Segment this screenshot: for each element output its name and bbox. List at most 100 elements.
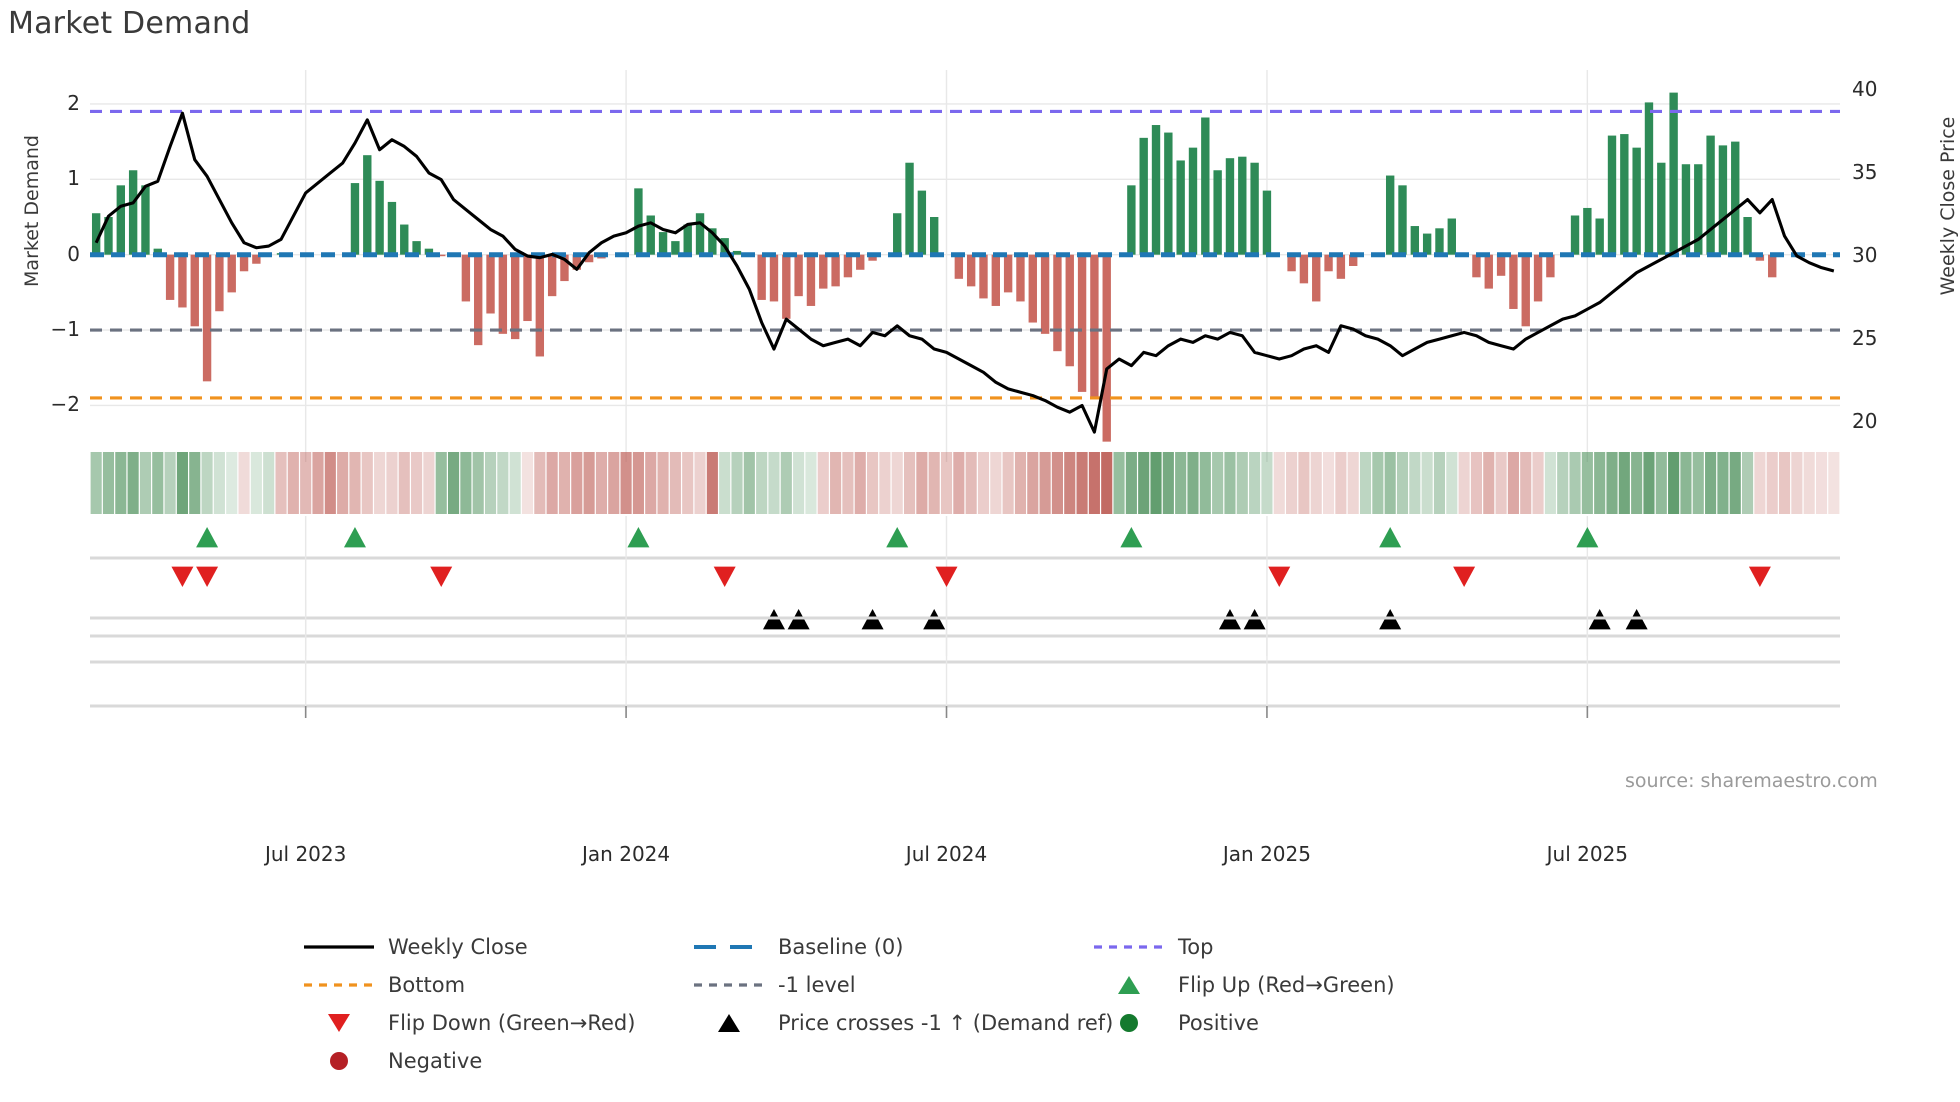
- dashed-line-icon: [690, 935, 768, 959]
- demand-bar: [1620, 134, 1629, 255]
- demand-bar: [893, 213, 902, 255]
- legend-label: Weekly Close: [388, 935, 528, 959]
- demand-bar: [1496, 254, 1506, 276]
- legend-item[interactable]: Positive: [1090, 1011, 1510, 1035]
- x-tick-label: Jan 2025: [1222, 842, 1311, 866]
- demand-bar: [856, 254, 865, 270]
- source-attribution: source: sharemaestro.com: [1625, 770, 1878, 792]
- demand-bar: [1176, 160, 1185, 255]
- demand-bar: [1077, 254, 1087, 392]
- demand-bar: [375, 180, 384, 255]
- heat-cell: [447, 452, 460, 514]
- legend-label: -1 level: [778, 973, 856, 997]
- demand-bar: [1435, 228, 1444, 255]
- x-tick-label: Jul 2023: [264, 842, 347, 866]
- legend-row: Bottom -1 level Flip Up (Red→Green): [300, 966, 1700, 1004]
- legend-item[interactable]: Flip Up (Red→Green): [1090, 973, 1510, 997]
- demand-bar: [584, 254, 594, 263]
- heat-cell: [1569, 452, 1581, 514]
- flip-down-marker: [935, 566, 958, 587]
- legend-item[interactable]: Price crosses -1 ↑ (Demand ref): [690, 1011, 1113, 1035]
- heat-cell: [977, 452, 990, 514]
- demand-bar: [474, 254, 483, 346]
- demand-bar: [1644, 102, 1654, 255]
- weekly-close-line: [94, 111, 1835, 434]
- dotted-line-icon: [690, 973, 768, 997]
- heat-cell: [1717, 452, 1729, 514]
- y-tick-right: 30: [1852, 243, 1878, 268]
- legend-item[interactable]: Negative: [300, 1049, 690, 1073]
- heat-cell: [1655, 452, 1667, 514]
- flip-up-marker: [1120, 527, 1143, 548]
- heat-cell: [953, 452, 965, 514]
- demand-bar: [1410, 226, 1420, 255]
- demand-bar: [1213, 170, 1222, 255]
- demand-bar: [782, 254, 791, 319]
- legend-item[interactable]: Flip Down (Green→Red): [300, 1011, 690, 1035]
- demand-bar: [671, 241, 680, 255]
- heat-cell: [903, 452, 916, 514]
- heat-cell: [891, 452, 903, 514]
- heat-cell: [1483, 452, 1495, 514]
- heat-cell: [805, 452, 817, 514]
- demand-bar: [1151, 125, 1161, 255]
- demand-bar: [1570, 215, 1580, 255]
- heat-cell: [793, 452, 805, 514]
- heat-cell: [1668, 452, 1680, 514]
- legend-item[interactable]: Baseline (0): [690, 935, 1090, 959]
- demand-bar: [1484, 254, 1493, 289]
- demand-bar: [1607, 135, 1617, 255]
- demand-bar: [1040, 254, 1050, 334]
- heat-cell: [1286, 452, 1298, 514]
- demand-bar: [239, 254, 249, 272]
- demand-bar: [1657, 162, 1666, 255]
- heat-cell: [1520, 452, 1532, 514]
- demand-bar: [572, 254, 581, 270]
- heat-cell: [411, 452, 423, 514]
- heat-cell: [645, 452, 657, 514]
- heat-cell: [583, 452, 595, 514]
- flip-up-marker: [886, 527, 909, 548]
- heat-cell: [361, 452, 373, 514]
- demand-bar: [547, 254, 557, 297]
- heat-cell: [854, 452, 866, 514]
- heat-cell: [1162, 452, 1174, 514]
- demand-bar: [91, 213, 101, 255]
- flip-up-marker: [343, 527, 366, 548]
- flip-down-marker: [1268, 566, 1291, 587]
- heat-cell: [1014, 452, 1027, 514]
- heat-cell: [940, 452, 953, 514]
- heat-cell: [250, 452, 262, 514]
- legend-item[interactable]: Weekly Close: [300, 935, 690, 959]
- demand-bar: [1546, 254, 1555, 278]
- legend-item[interactable]: Top: [1090, 935, 1510, 959]
- y-tick-left: 2: [67, 90, 80, 115]
- demand-bar: [387, 201, 397, 255]
- heat-cell: [1125, 452, 1137, 514]
- demand-bar: [1718, 145, 1728, 255]
- flip-down-marker: [430, 566, 453, 587]
- heat-cell: [1433, 452, 1446, 514]
- demand-bar: [104, 217, 113, 255]
- flip-up-marker: [1379, 527, 1402, 548]
- main-plot-area: [90, 70, 1840, 462]
- heat-cell: [928, 452, 940, 514]
- demand-bar: [1694, 164, 1703, 255]
- heat-cell: [1002, 452, 1014, 514]
- heat-cell: [1298, 452, 1310, 514]
- heat-cell: [287, 452, 299, 514]
- heat-cell: [1606, 452, 1618, 514]
- legend-item[interactable]: -1 level: [690, 973, 1090, 997]
- heat-cell: [139, 452, 152, 514]
- heat-cell: [1175, 452, 1187, 514]
- heat-cell: [756, 452, 768, 514]
- heat-cell: [867, 452, 879, 514]
- heat-cell: [719, 452, 731, 514]
- flip-down-marker: [1453, 566, 1476, 587]
- demand-bar: [1509, 254, 1518, 309]
- legend-item[interactable]: Bottom: [300, 973, 690, 997]
- legend-label: Flip Down (Green→Red): [388, 1011, 636, 1035]
- heat-cell: [817, 452, 829, 514]
- heat-cell: [1544, 452, 1556, 514]
- demand-bar: [1632, 147, 1641, 255]
